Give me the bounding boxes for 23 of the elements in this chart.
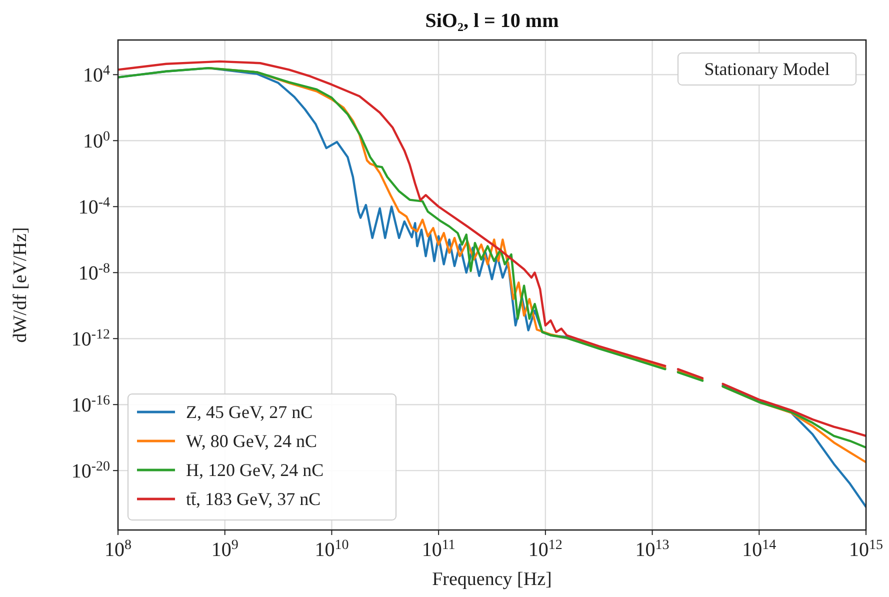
legend-label: tt̄, 183 GeV, 37 nC — [186, 489, 321, 509]
x-axis-title: Frequency [Hz] — [432, 569, 552, 590]
legend-label: H, 120 GeV, 24 nC — [186, 460, 324, 480]
x-tick-label: 10$^{10}$ — [314, 538, 349, 561]
legend-label: W, 80 GeV, 24 nC — [186, 431, 318, 451]
x-tick-label: 10$^{12}$ — [528, 538, 562, 561]
y-axis-title: dW/df [eV/Hz] — [10, 227, 31, 343]
x-tick-label: 10$^{15}$ — [849, 538, 883, 561]
y-tick-label: 10$^{4}$ — [83, 63, 110, 87]
y-tick-label: 10$^{0}$ — [83, 129, 110, 153]
legend-label: Z, 45 GeV, 27 nC — [186, 402, 313, 422]
y-tick-label: 10$^{-16}$ — [71, 393, 110, 417]
x-tick-label: 10$^{14}$ — [742, 538, 776, 561]
y-tick-label: 10$^{-20}$ — [71, 459, 110, 483]
y-tick-label: 10$^{-12}$ — [71, 327, 110, 351]
y-tick-label: 10$^{-4}$ — [78, 195, 110, 219]
x-tick-label: 10$^{8}$ — [104, 538, 132, 561]
x-tick-label: 10$^{13}$ — [635, 538, 670, 561]
chart-title: SiO₂, l = 10 mm — [425, 10, 560, 32]
x-tick-label: 10$^{11}$ — [422, 538, 456, 561]
annotation: Stationary Model — [704, 59, 830, 79]
y-tick-label: 10$^{-8}$ — [78, 261, 110, 285]
x-tick-label: 10$^{9}$ — [211, 538, 238, 561]
